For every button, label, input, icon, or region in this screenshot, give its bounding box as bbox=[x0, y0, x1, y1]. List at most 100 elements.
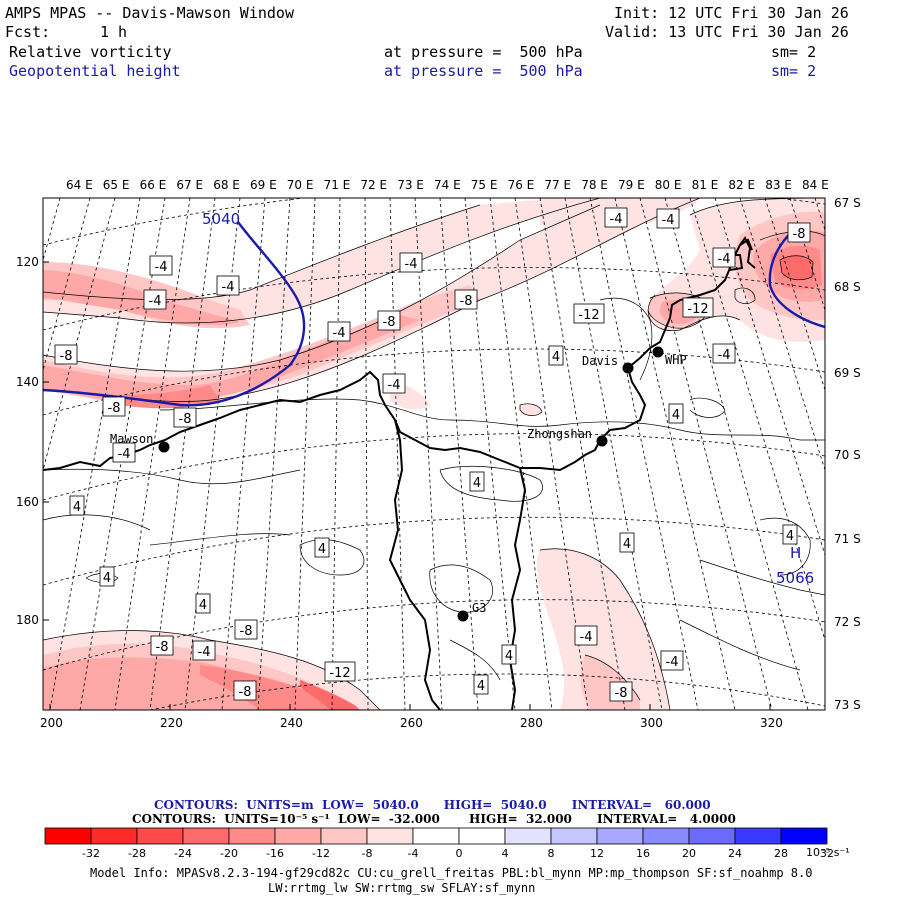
colorbar-tick-label: -32 bbox=[82, 847, 100, 860]
colorbar-swatch bbox=[274, 827, 322, 845]
svg-text:-8: -8 bbox=[793, 227, 806, 242]
longitude-label: 83 E bbox=[765, 178, 792, 192]
longitude-label: 67 E bbox=[176, 178, 203, 192]
y-label-160: 160 bbox=[16, 495, 39, 509]
colorbar-swatch bbox=[688, 827, 736, 845]
x-label-220: 220 bbox=[160, 716, 183, 730]
colorbar-tick-label: 12 bbox=[590, 847, 604, 860]
station-davis-label: Davis bbox=[582, 354, 618, 368]
latitude-label: 72 S bbox=[834, 615, 861, 629]
vorticity-value-label: -4 bbox=[574, 625, 598, 646]
valid-time: Valid: 13 UTC Fri 30 Jan 26 bbox=[605, 23, 849, 41]
colorbar-tick-label: 0 bbox=[456, 847, 463, 860]
station-markers bbox=[158, 346, 664, 622]
x-label-200: 200 bbox=[40, 716, 63, 730]
vorticity-labels: -4 -4 -4 -4 -4 -4 -4 -4 -4 -4 -4 -4 -4 -4 -8 -8 -8 -8 -8 -8… bbox=[54, 207, 811, 702]
x-label-320: 320 bbox=[760, 716, 783, 730]
svg-text:-8: -8 bbox=[615, 686, 628, 701]
y-label-120: 120 bbox=[16, 255, 39, 269]
latitude-label: 68 S bbox=[834, 280, 861, 294]
longitude-label: 65 E bbox=[103, 178, 130, 192]
colorbar-tick-label: -12 bbox=[312, 847, 330, 860]
vorticity-value-label: -4 bbox=[112, 442, 136, 463]
svg-text:4: 4 bbox=[623, 537, 631, 552]
svg-text:4: 4 bbox=[552, 350, 560, 365]
model-info-line2: LW:rrtmg_lw SW:rrtmg_sw SFLAY:sf_mynn bbox=[268, 881, 536, 895]
vorticity-value-label: -4 bbox=[656, 208, 680, 229]
colorbar-tick-label: 4 bbox=[502, 847, 509, 860]
colorbar-tick-label: 16 bbox=[636, 847, 650, 860]
x-label-260: 260 bbox=[400, 716, 423, 730]
svg-text:4: 4 bbox=[477, 679, 485, 694]
longitude-label: 75 E bbox=[471, 178, 498, 192]
longitude-labels: 64 E 65 E 66 E 67 E 68 E 69 E 70 E 71 E 72 E 73 E… bbox=[66, 178, 829, 192]
svg-text:-4: -4 bbox=[610, 212, 623, 227]
vorticity-value-label: 4 bbox=[548, 345, 564, 366]
svg-text:-8: -8 bbox=[60, 349, 73, 364]
colorbar-swatch bbox=[504, 827, 552, 845]
vorticity-value-label: -8 bbox=[54, 344, 78, 365]
station-whp-label: WHP bbox=[665, 353, 687, 367]
svg-text:-4: -4 bbox=[155, 260, 168, 275]
svg-text:-12: -12 bbox=[329, 666, 350, 681]
svg-text:-4: -4 bbox=[388, 378, 401, 393]
station-whp-marker[interactable] bbox=[652, 346, 664, 358]
station-mawson-label: Mawson bbox=[110, 432, 153, 446]
x-label-240: 240 bbox=[280, 716, 303, 730]
station-mawson-marker[interactable] bbox=[158, 441, 170, 453]
colorbar-tick-label: -8 bbox=[362, 847, 373, 860]
svg-text:4: 4 bbox=[103, 571, 111, 586]
axis-ticks bbox=[43, 261, 771, 710]
init-time: Init: 12 UTC Fri 30 Jan 26 bbox=[614, 4, 849, 22]
vorticity-value-label: -8 bbox=[150, 635, 174, 656]
high-pressure-value: 5066 bbox=[776, 569, 814, 587]
colorbar-swatch bbox=[412, 827, 460, 845]
svg-text:-4: -4 bbox=[405, 257, 418, 272]
svg-text:-8: -8 bbox=[239, 685, 252, 700]
vorticity-contour-legend: CONTOURS: UNITS=10⁻⁵ s⁻¹ LOW= -32.000 HI… bbox=[132, 812, 736, 826]
svg-text:-4: -4 bbox=[662, 213, 675, 228]
svg-text:4: 4 bbox=[786, 529, 794, 544]
vorticity-value-label: -4 bbox=[660, 650, 684, 671]
latitude-label: 69 S bbox=[834, 366, 861, 380]
svg-text:4: 4 bbox=[473, 476, 481, 491]
longitude-label: 64 E bbox=[66, 178, 93, 192]
vorticity-value-label: 4 bbox=[99, 566, 115, 587]
field2-smoothing: sm= 2 bbox=[771, 62, 817, 80]
svg-text:-4: -4 bbox=[198, 645, 211, 660]
vorticity-value-label: 4 bbox=[195, 593, 211, 614]
plot-border bbox=[42, 197, 826, 711]
colorbar-swatch bbox=[550, 827, 598, 845]
svg-text:4: 4 bbox=[505, 649, 513, 664]
vorticity-value-label: -4 bbox=[149, 255, 173, 276]
field1-level: at pressure = 500 hPa bbox=[384, 43, 583, 61]
vorticity-value-label: -8 bbox=[233, 680, 257, 701]
longitude-label: 84 E bbox=[802, 178, 829, 192]
colorbar-tick-label: -28 bbox=[128, 847, 146, 860]
vorticity-value-label: -8 bbox=[787, 222, 811, 243]
y-label-140: 140 bbox=[16, 375, 39, 389]
station-g3-marker[interactable] bbox=[457, 610, 469, 622]
height-contour-legend: CONTOURS: UNITS=m LOW= 5040.0 HIGH= 5040… bbox=[154, 798, 711, 812]
latitude-label: 73 S bbox=[834, 698, 861, 712]
svg-text:-4: -4 bbox=[718, 252, 731, 267]
longitude-label: 80 E bbox=[655, 178, 682, 192]
vorticity-value-label: -8 bbox=[234, 619, 258, 640]
svg-text:-8: -8 bbox=[156, 640, 169, 655]
longitude-label: 73 E bbox=[397, 178, 424, 192]
vorticity-value-label: 4 bbox=[501, 644, 517, 665]
colorbar-swatch bbox=[44, 827, 92, 845]
svg-text:-8: -8 bbox=[179, 412, 192, 427]
colorbar-tick-label: 8 bbox=[548, 847, 555, 860]
station-davis-marker[interactable] bbox=[622, 362, 634, 374]
height-contour-label: 5040 bbox=[202, 210, 240, 228]
svg-text:-4: -4 bbox=[222, 280, 235, 295]
colorbar-swatch bbox=[596, 827, 644, 845]
latitude-labels: 67 S 68 S 69 S 70 S 71 S 72 S 73 S bbox=[834, 196, 861, 712]
forecast-label: Fcst: bbox=[5, 23, 51, 41]
colorbar-swatch bbox=[182, 827, 230, 845]
station-zhongshan-marker[interactable] bbox=[596, 435, 608, 447]
longitude-label: 69 E bbox=[250, 178, 277, 192]
colorbar-tick-label: -4 bbox=[408, 847, 419, 860]
vorticity-value-label: -8 bbox=[377, 310, 401, 331]
